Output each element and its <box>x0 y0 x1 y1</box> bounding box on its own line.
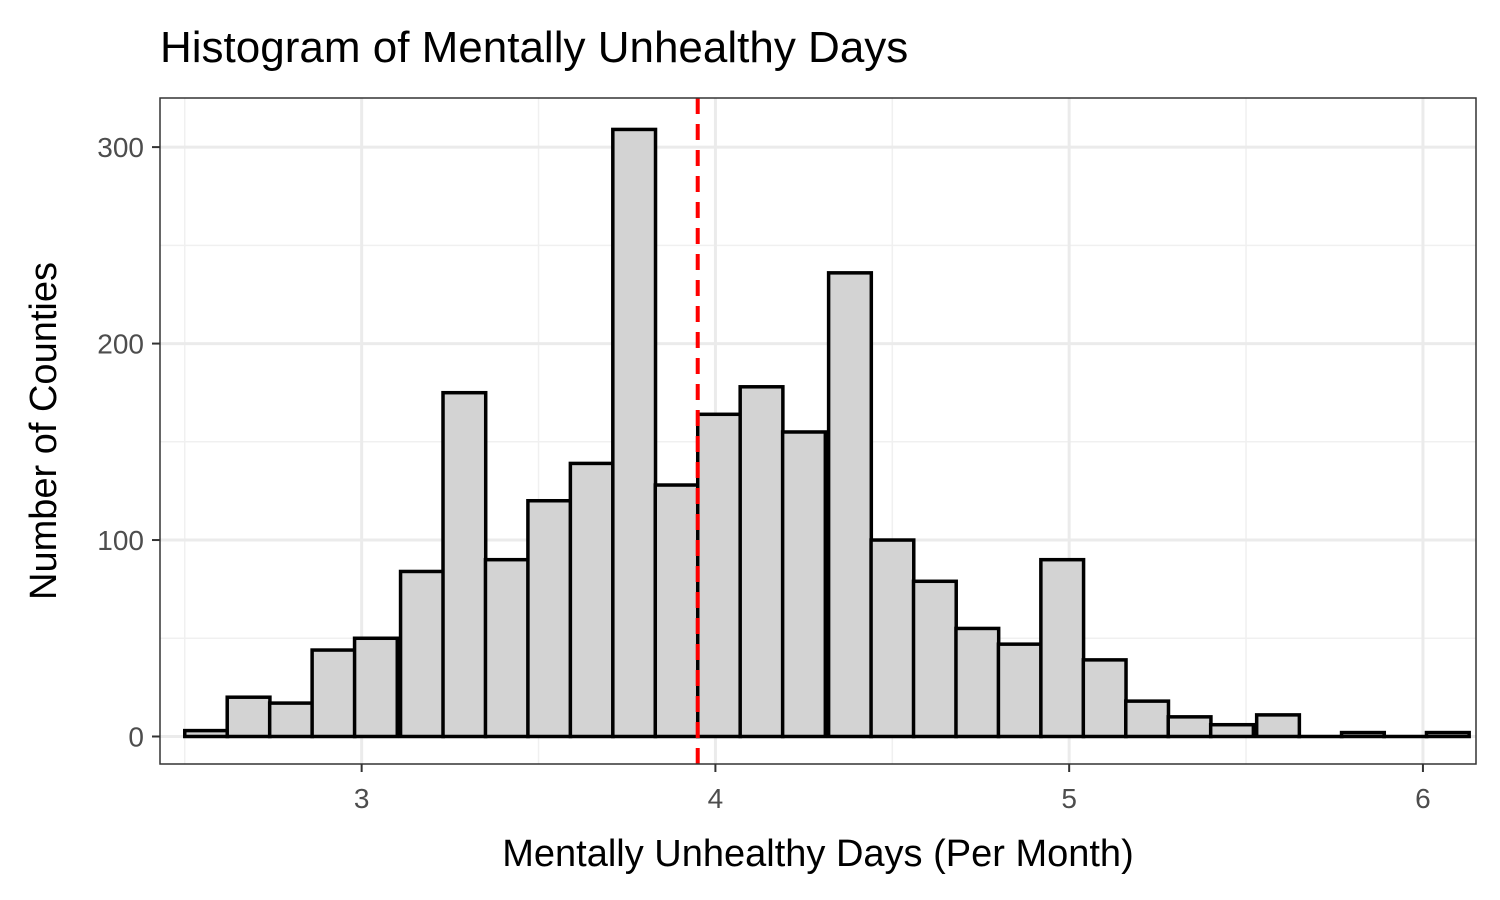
y-axis-title: Number of Counties <box>23 262 65 600</box>
histogram-bar <box>1339 730 1387 739</box>
y-tick-label: 100 <box>97 525 144 556</box>
x-tick-label: 4 <box>708 783 724 814</box>
y-tick-label: 200 <box>97 329 144 360</box>
histogram-bar <box>996 642 1043 739</box>
histogram-bar <box>483 557 530 739</box>
histogram-bar <box>526 498 573 739</box>
histogram-bar <box>398 569 446 739</box>
histogram-bar <box>826 271 874 739</box>
histogram-bar <box>183 728 230 739</box>
histogram-bar <box>1424 730 1471 739</box>
histogram-bar <box>911 579 958 739</box>
histogram-bar <box>568 461 615 739</box>
x-tick-label: 5 <box>1061 783 1077 814</box>
x-tick-label: 3 <box>354 783 370 814</box>
histogram-bar <box>695 412 743 739</box>
histogram-bar <box>1254 713 1302 739</box>
x-axis-title: Mentally Unhealthy Days (Per Month) <box>502 833 1133 875</box>
histogram-bar <box>738 385 785 739</box>
histogram-bar <box>611 127 658 739</box>
histogram-bar <box>310 648 357 739</box>
histogram-bar <box>267 701 315 739</box>
histogram-bar <box>1166 715 1213 739</box>
histogram-bar <box>1208 722 1256 739</box>
histogram-bar <box>352 636 400 739</box>
plot-border <box>159 97 1477 765</box>
x-tick-label: 6 <box>1415 783 1431 814</box>
x-axis-ticks: 3 4 5 6 <box>354 764 1431 814</box>
histogram-bar <box>1081 658 1128 739</box>
histogram-bar <box>1039 557 1086 739</box>
chart-title: Histogram of Mentally Unhealthy Days <box>160 23 908 72</box>
histogram-bar <box>1124 699 1171 739</box>
y-tick-label: 0 <box>128 721 144 752</box>
y-axis-ticks: 0 100 200 300 <box>97 132 160 752</box>
histogram-bar <box>653 483 700 739</box>
y-tick-label: 300 <box>97 132 144 163</box>
histogram-bars <box>183 127 1471 739</box>
histogram-bar <box>954 626 1001 739</box>
histogram-bar <box>869 538 916 739</box>
histogram-bar <box>441 390 488 739</box>
histogram-bar <box>780 430 828 739</box>
histogram-bar <box>225 695 272 739</box>
